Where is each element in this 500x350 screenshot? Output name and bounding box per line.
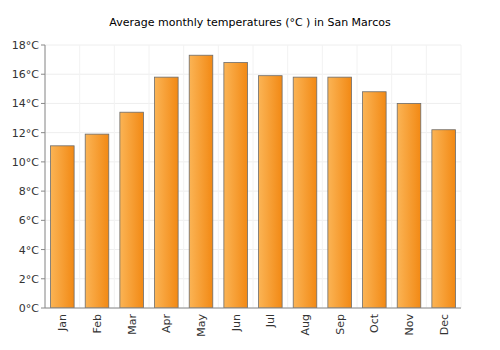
y-tick-label: 12°C xyxy=(12,127,39,140)
bars xyxy=(51,55,456,308)
grid-line-vertical xyxy=(461,45,462,308)
bar xyxy=(432,130,456,308)
x-tick-label: Mar xyxy=(126,314,139,335)
bar xyxy=(363,92,387,308)
grid-line-vertical xyxy=(114,45,115,308)
grid xyxy=(45,45,461,308)
y-tick xyxy=(41,132,45,133)
y-tick xyxy=(41,278,45,279)
y-tick-label: 4°C xyxy=(19,244,39,257)
y-tick xyxy=(41,191,45,192)
bar xyxy=(397,103,421,308)
bar xyxy=(51,146,75,308)
bar xyxy=(259,76,283,308)
y-tick xyxy=(41,103,45,104)
y-tick-label: 18°C xyxy=(12,39,39,52)
x-tick-label: Sep xyxy=(334,314,347,335)
y-tick-label: 6°C xyxy=(19,214,39,227)
y-tick xyxy=(41,220,45,221)
grid-line xyxy=(45,308,461,309)
y-axis xyxy=(45,45,46,308)
y-tick-label: 16°C xyxy=(12,68,39,81)
x-tick-label: Apr xyxy=(160,314,173,334)
bar xyxy=(155,77,179,308)
x-tick-label: Aug xyxy=(299,314,312,335)
y-tick-label: 14°C xyxy=(12,97,39,110)
bar xyxy=(224,63,248,308)
x-tick-label: Jul xyxy=(264,314,277,328)
bar xyxy=(85,134,109,308)
y-tick xyxy=(41,45,45,46)
grid-line-vertical xyxy=(218,45,219,308)
x-tick-label: Jun xyxy=(230,314,243,332)
bar xyxy=(328,77,352,308)
x-tick-label: Jan xyxy=(56,314,69,332)
grid-line-vertical xyxy=(357,45,358,308)
grid-line-vertical xyxy=(426,45,427,308)
grid-line-vertical xyxy=(287,45,288,308)
grid-line-vertical xyxy=(322,45,323,308)
x-tick-label: Oct xyxy=(368,313,381,333)
x-tick-label: Nov xyxy=(403,314,416,336)
bar xyxy=(189,55,213,308)
y-tick xyxy=(41,308,45,309)
chart-svg: Average monthly temperatures (°C ) in Sa… xyxy=(0,0,500,350)
x-axis xyxy=(45,308,461,309)
title: Average monthly temperatures (°C ) in Sa… xyxy=(109,16,391,29)
y-tick-label: 10°C xyxy=(12,156,39,169)
grid-line-vertical xyxy=(183,45,184,308)
y-tick-label: 2°C xyxy=(19,273,39,286)
grid-line-vertical xyxy=(79,45,80,308)
grid-line-vertical xyxy=(253,45,254,308)
y-tick-label: 8°C xyxy=(19,185,39,198)
y-tick xyxy=(41,161,45,162)
grid-line-vertical xyxy=(45,45,46,308)
y-tick-label: 0°C xyxy=(19,302,39,315)
grid-line-vertical xyxy=(149,45,150,308)
bar xyxy=(120,112,144,308)
y-tick xyxy=(41,249,45,250)
bar xyxy=(293,77,317,308)
x-tick-label: Feb xyxy=(91,314,104,333)
grid-line-vertical xyxy=(391,45,392,308)
chart-container: Average monthly temperatures (°C ) in Sa… xyxy=(0,0,500,350)
x-tick-label: May xyxy=(195,314,208,337)
x-tick-label: Dec xyxy=(438,314,451,335)
y-tick xyxy=(41,74,45,75)
